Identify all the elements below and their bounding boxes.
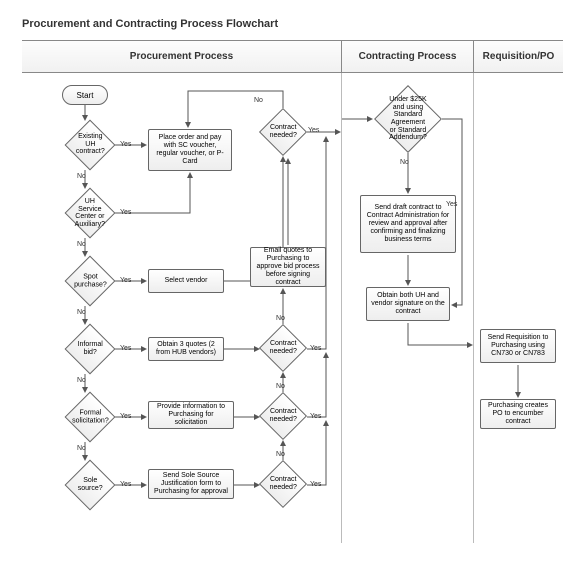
node-under_25k: Under $25K and using Standard Agreement … <box>374 85 442 153</box>
node-obtain_quotes: Obtain 3 quotes (2 from HUB vendors) <box>148 337 224 361</box>
edge-label: No <box>77 241 86 248</box>
edge-label: No <box>276 451 285 458</box>
node-select_vendor: Select vendor <box>148 269 224 293</box>
edge-label: No <box>77 173 86 180</box>
node-spot_purchase: Spot purchase? <box>65 256 116 307</box>
edge-label: No <box>276 315 285 322</box>
node-send_req: Send Requisition to Purchasing using CN7… <box>480 329 556 363</box>
node-contract_needed2: Contract needed? <box>259 324 307 372</box>
edge-label: Yes <box>310 481 321 488</box>
edge-label: Yes <box>120 345 131 352</box>
edge-label: Yes <box>120 413 131 420</box>
flowchart-body: Start Existing UH contract? UH Service Cen… <box>22 73 563 543</box>
node-place_order: Place order and pay with SC voucher, reg… <box>148 129 232 171</box>
node-sole_source: Sole source? <box>65 460 116 511</box>
edge-label: No <box>77 445 86 452</box>
column-header-row: Procurement Process Contracting Process … <box>22 40 563 73</box>
header-contracting: Contracting Process <box>342 41 474 72</box>
node-informal_bid: Informal bid? <box>65 324 116 375</box>
node-contract_needed4: Contract needed? <box>259 460 307 508</box>
page-container: Procurement and Contracting Process Flow… <box>0 0 585 561</box>
edge-label: Yes <box>446 201 457 208</box>
edge-label: No <box>77 377 86 384</box>
header-requisition: Requisition/PO <box>474 41 563 72</box>
edge-label: Yes <box>120 481 131 488</box>
node-contract_needed3: Contract needed? <box>259 392 307 440</box>
node-existing_uh: Existing UH contract? <box>65 120 116 171</box>
edge-label: Yes <box>120 141 131 148</box>
node-contract_needed1: Contract needed? <box>259 108 307 156</box>
header-procurement: Procurement Process <box>22 41 342 72</box>
column-procurement: Start Existing UH contract? UH Service Cen… <box>22 73 342 543</box>
node-email_quotes: Email quotes to Purchasing to approve bi… <box>250 247 326 287</box>
node-uh_service: UH Service Center or Auxiliary? <box>65 188 116 239</box>
edge-label: Yes <box>310 345 321 352</box>
node-provide_info: Provide information to Purchasing for so… <box>148 401 234 429</box>
node-send_sole: Send Sole Source Justification form to P… <box>148 469 234 499</box>
page-title: Procurement and Contracting Process Flow… <box>22 18 563 30</box>
node-start: Start <box>62 85 108 105</box>
node-create_po: Purchasing creates PO to encumber contra… <box>480 399 556 429</box>
edge-label: No <box>276 383 285 390</box>
connectors-requisition <box>474 73 563 543</box>
node-obtain_sign: Obtain both UH and vendor signature on t… <box>366 287 450 321</box>
edge-label: No <box>400 159 409 166</box>
column-contracting: Under $25K and using Standard Agreement … <box>342 73 474 543</box>
edge-label: Yes <box>120 277 131 284</box>
node-send_draft: Send draft contract to Contract Administ… <box>360 195 456 253</box>
edge-label: Yes <box>308 127 319 134</box>
edge-label: No <box>77 309 86 316</box>
node-formal_solic: Formal solicitation? <box>65 392 116 443</box>
edge-label: Yes <box>310 413 321 420</box>
column-requisition: Send Requisition to Purchasing using CN7… <box>474 73 563 543</box>
edge-label: Yes <box>120 209 131 216</box>
edge-label: No <box>254 97 263 104</box>
